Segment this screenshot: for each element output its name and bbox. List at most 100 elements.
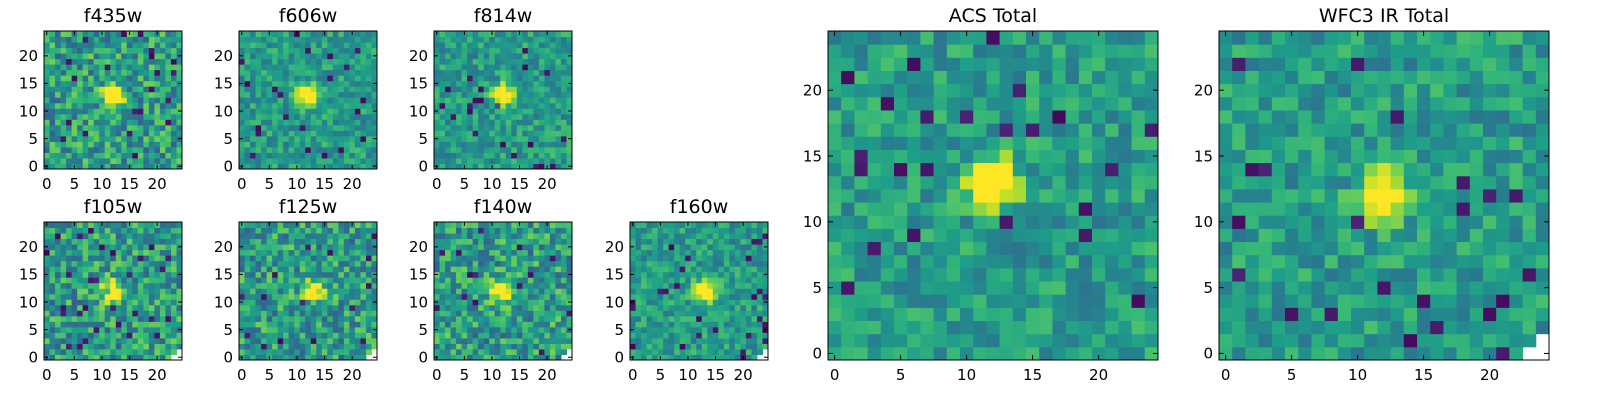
heatmap-cell xyxy=(685,315,692,322)
heatmap-cell xyxy=(261,75,268,82)
heatmap-cell xyxy=(999,320,1014,335)
heatmap-cell xyxy=(82,64,89,71)
heatmap-cell xyxy=(489,64,496,71)
heatmap-cell xyxy=(489,244,496,251)
heatmap-cell xyxy=(1092,281,1106,295)
heatmap-cell xyxy=(478,233,485,240)
heatmap-cell xyxy=(483,260,490,267)
heatmap-cell xyxy=(1131,346,1146,361)
heatmap-cell xyxy=(60,304,67,311)
heatmap-cell xyxy=(165,233,172,240)
heatmap-cell xyxy=(371,249,378,256)
heatmap-cell xyxy=(148,266,155,273)
heatmap-cell xyxy=(560,75,567,82)
heatmap-cell xyxy=(560,119,567,126)
heatmap-cell xyxy=(343,97,350,104)
heatmap-cell xyxy=(740,238,747,245)
heatmap-cell xyxy=(266,75,273,82)
heatmap-cell xyxy=(907,241,921,256)
heatmap-cell xyxy=(126,249,133,256)
heatmap-cell xyxy=(176,42,183,49)
heatmap-cell xyxy=(266,343,273,350)
heatmap-cell xyxy=(894,320,908,335)
heatmap-cell xyxy=(310,135,317,142)
heatmap-cell xyxy=(679,277,686,284)
heatmap-cell xyxy=(756,343,763,350)
heatmap-cell xyxy=(148,157,155,164)
heatmap-cell xyxy=(500,86,507,93)
heatmap-cell xyxy=(349,244,356,251)
heatmap-cell xyxy=(115,97,122,104)
heatmap-cell xyxy=(439,42,446,49)
heatmap-cell xyxy=(148,91,155,98)
heatmap-cell xyxy=(1131,202,1146,216)
heatmap-cell xyxy=(261,227,268,234)
heatmap-cell xyxy=(132,249,139,256)
heatmap-cell xyxy=(332,238,339,245)
heatmap-cell xyxy=(445,141,452,148)
heatmap-cell xyxy=(544,326,551,333)
heatmap-cell xyxy=(154,310,161,317)
heatmap-cell xyxy=(511,75,518,82)
heatmap-cell xyxy=(505,354,512,361)
heatmap-cell xyxy=(999,188,1014,203)
heatmap-cell xyxy=(740,321,747,328)
heatmap-cell xyxy=(445,354,452,361)
heatmap-cell xyxy=(316,222,323,229)
heatmap-cell xyxy=(121,233,128,240)
heatmap-cell xyxy=(516,293,523,300)
heatmap-cell xyxy=(456,119,463,126)
heatmap-cell xyxy=(549,113,556,120)
heatmap-cell xyxy=(663,266,670,273)
heatmap-cell xyxy=(132,42,139,49)
heatmap-cell xyxy=(299,124,306,131)
heatmap-cell xyxy=(170,288,177,295)
heatmap-cell xyxy=(338,47,345,54)
heatmap-cell xyxy=(1118,202,1133,216)
heatmap-cell xyxy=(93,310,100,317)
panel-title: f160w xyxy=(669,196,729,218)
heatmap-cell xyxy=(516,69,523,76)
heatmap-cell xyxy=(635,238,642,245)
heatmap-cell xyxy=(299,69,306,76)
heatmap-cell xyxy=(121,238,128,245)
heatmap-cell xyxy=(933,162,948,177)
heatmap-cell xyxy=(544,249,551,256)
heatmap-cell xyxy=(854,188,869,203)
heatmap-cell xyxy=(321,113,328,120)
heatmap-cell xyxy=(115,227,122,234)
heatmap-cell xyxy=(327,119,334,126)
heatmap-cell xyxy=(266,58,273,65)
heatmap-cell xyxy=(663,282,670,289)
heatmap-cell xyxy=(159,348,166,355)
heatmap-cell xyxy=(71,119,78,126)
heatmap-cell xyxy=(115,337,122,344)
heatmap-cell xyxy=(489,260,496,267)
heatmap-cell xyxy=(1105,228,1119,243)
heatmap-cell xyxy=(1026,188,1040,203)
heatmap-cell xyxy=(701,244,708,251)
heatmap-cell xyxy=(115,135,122,142)
heatmap-cell xyxy=(159,354,166,361)
heatmap-cell xyxy=(494,64,501,71)
heatmap-cell xyxy=(299,321,306,328)
heatmap-cell xyxy=(560,58,567,65)
heatmap-cell xyxy=(527,80,534,87)
heatmap-cell xyxy=(371,146,378,153)
heatmap-cell xyxy=(1078,228,1093,243)
heatmap-cell xyxy=(327,249,334,256)
heatmap-cell xyxy=(734,321,741,328)
heatmap-cell xyxy=(327,271,334,278)
heatmap-cell xyxy=(652,227,659,234)
heatmap-cell xyxy=(841,228,855,243)
heatmap-cell xyxy=(657,282,664,289)
heatmap-cell xyxy=(338,108,345,115)
heatmap-cell xyxy=(332,113,339,120)
heatmap-cell xyxy=(494,326,501,333)
heatmap-cell xyxy=(261,80,268,87)
heatmap-cell xyxy=(104,152,111,159)
heatmap-cell xyxy=(461,255,468,262)
heatmap-cell xyxy=(933,267,948,282)
heatmap-cell xyxy=(310,91,317,98)
heatmap-cell xyxy=(1144,162,1159,177)
